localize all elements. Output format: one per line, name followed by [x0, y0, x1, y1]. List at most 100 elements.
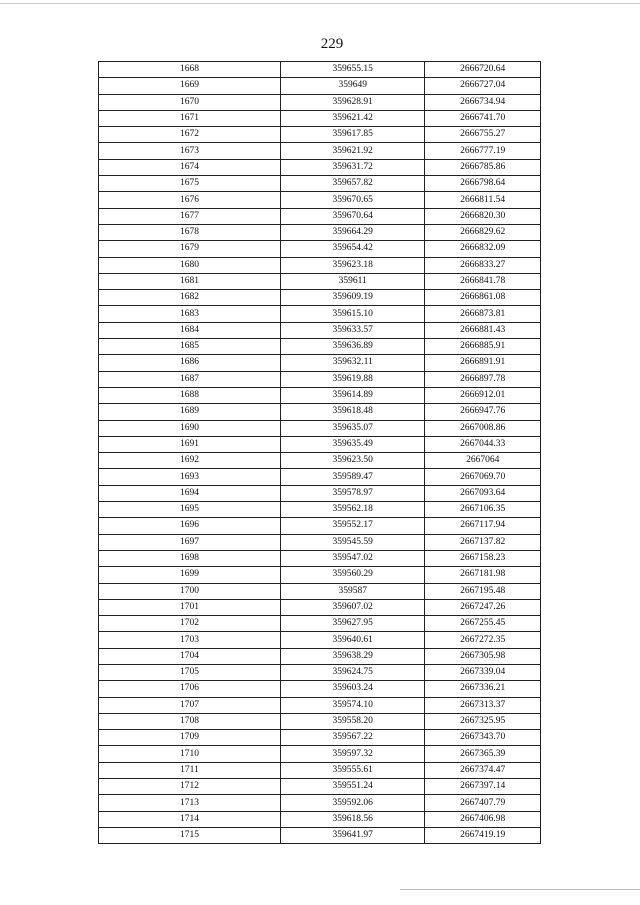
x-coordinate-cell: 359623.18: [280, 256, 426, 274]
y-coordinate-cell: 2666777.19: [424, 142, 541, 160]
point-number-cell: 1706: [97, 680, 282, 698]
y-coordinate-cell: 2666811.54: [424, 191, 541, 209]
point-number-cell: 1683: [97, 305, 282, 323]
x-coordinate-cell: 359603.24: [280, 680, 426, 698]
y-coordinate-cell: 2666873.81: [424, 305, 541, 323]
y-coordinate-cell: 2667137.82: [424, 533, 541, 551]
y-coordinate-cell: 2666885.91: [424, 338, 541, 356]
point-number-cell: 1704: [97, 647, 282, 665]
point-number-cell: 1699: [97, 566, 282, 584]
x-coordinate-cell: 359592.06: [280, 794, 426, 812]
point-number-cell: 1671: [97, 109, 282, 128]
page-number: 229: [320, 36, 344, 52]
y-coordinate-cell: 2667272.35: [424, 631, 541, 649]
point-number-cell: 1688: [97, 386, 282, 405]
x-coordinate-cell: 359618.48: [280, 403, 426, 421]
x-coordinate-cell: 359636.89: [280, 338, 426, 356]
y-coordinate-cell: 2667195.48: [424, 582, 541, 600]
point-number-cell: 1695: [97, 501, 282, 519]
point-number-cell: 1685: [97, 338, 282, 356]
table-row: 1712 359551.24 2667397.14: [97, 778, 541, 796]
y-coordinate-cell: 2667339.04: [424, 663, 541, 682]
y-coordinate-cell: 2666861.08: [424, 289, 541, 307]
point-number-cell: 1682: [97, 289, 282, 307]
y-coordinate-cell: 2666755.27: [424, 126, 541, 144]
y-coordinate-cell: 2667313.37: [424, 696, 541, 714]
y-coordinate-cell: 2666891.91: [424, 354, 541, 372]
y-coordinate-cell: 2667117.94: [424, 517, 541, 535]
point-number-cell: 1713: [97, 794, 282, 812]
x-coordinate-cell: 359555.61: [280, 761, 426, 780]
point-number-cell: 1686: [97, 354, 282, 372]
point-number-cell: 1676: [97, 191, 282, 209]
table-row: 1694 359578.97 2667093.64: [97, 484, 541, 503]
table-row: 1697 359545.59 2667137.82: [97, 533, 541, 551]
point-number-cell: 1693: [97, 468, 282, 486]
table-row: 1706 359603.24 2667336.21: [97, 680, 541, 698]
point-number-cell: 1708: [97, 712, 282, 731]
y-coordinate-cell: 2666833.27: [424, 256, 541, 274]
point-number-cell: 1705: [97, 663, 282, 682]
x-coordinate-cell: 359627.95: [280, 615, 426, 633]
table-row: 1698 359547.02 2667158.23: [97, 549, 541, 568]
point-number-cell: 1678: [97, 223, 282, 242]
y-coordinate-cell: 2667407.79: [424, 794, 541, 812]
x-coordinate-cell: 359664.29: [280, 223, 426, 242]
x-coordinate-cell: 359635.49: [280, 435, 426, 454]
x-coordinate-cell: 359617.85: [280, 126, 426, 144]
y-coordinate-cell: 2667064: [424, 452, 541, 470]
table-row: 1672 359617.85 2666755.27: [97, 126, 541, 144]
point-number-cell: 1689: [97, 403, 282, 421]
x-coordinate-cell: 359621.42: [280, 109, 426, 128]
point-number-cell: 1714: [97, 810, 282, 828]
x-coordinate-cell: 359631.72: [280, 158, 426, 177]
page-edge-bottom: [400, 889, 640, 890]
y-coordinate-cell: 2666829.62: [424, 223, 541, 242]
x-coordinate-cell: 359574.10: [280, 696, 426, 714]
table-row: 1713 359592.06 2667407.79: [97, 794, 541, 812]
y-coordinate-cell: 2666741.70: [424, 109, 541, 128]
table-row: 1705 359624.75 2667339.04: [97, 663, 541, 682]
point-number-cell: 1687: [97, 370, 282, 388]
x-coordinate-cell: 359638.29: [280, 647, 426, 665]
table-row: 1676 359670.65 2666811.54: [97, 191, 541, 209]
y-coordinate-cell: 2666897.78: [424, 370, 541, 388]
table-row: 1701 359607.02 2667247.26: [97, 598, 541, 617]
table-row: 1704 359638.29 2667305.98: [97, 647, 541, 665]
y-coordinate-cell: 2667158.23: [424, 549, 541, 568]
y-coordinate-cell: 2666881.43: [424, 321, 541, 340]
point-number-cell: 1673: [97, 142, 282, 160]
point-number-cell: 1684: [97, 321, 282, 340]
x-coordinate-cell: 359628.91: [280, 93, 426, 111]
y-coordinate-cell: 2666785.86: [424, 158, 541, 177]
x-coordinate-cell: 359567.22: [280, 729, 426, 747]
x-coordinate-cell: 359655.15: [280, 60, 426, 79]
y-coordinate-cell: 2666720.64: [424, 60, 541, 79]
point-number-cell: 1679: [97, 240, 282, 258]
x-coordinate-cell: 359547.02: [280, 549, 426, 568]
x-coordinate-cell: 359562.18: [280, 501, 426, 519]
x-coordinate-cell: 359619.88: [280, 370, 426, 388]
table-row: 1680 359623.18 2666833.27: [97, 256, 541, 274]
point-number-cell: 1707: [97, 696, 282, 714]
table-row: 1700 359587 2667195.48: [97, 582, 541, 600]
y-coordinate-cell: 2667406.98: [424, 810, 541, 828]
point-number-cell: 1668: [97, 60, 282, 79]
table-row: 1674 359631.72 2666785.86: [97, 158, 541, 177]
table-row: 1695 359562.18 2667106.35: [97, 501, 541, 519]
y-coordinate-cell: 2667255.45: [424, 615, 541, 633]
x-coordinate-cell: 359670.64: [280, 207, 426, 225]
x-coordinate-cell: 359635.07: [280, 419, 426, 437]
point-number-cell: 1680: [97, 256, 282, 274]
table-row: 1677 359670.64 2666820.30: [97, 207, 541, 225]
x-coordinate-cell: 359670.65: [280, 191, 426, 209]
x-coordinate-cell: 359587: [280, 582, 426, 600]
x-coordinate-cell: 359615.10: [280, 305, 426, 323]
point-number-cell: 1694: [97, 484, 282, 503]
y-coordinate-cell: 2667374.47: [424, 761, 541, 780]
page-edge-top: [0, 3, 640, 4]
table-row: 1688 359614.89 2666912.01: [97, 386, 541, 405]
x-coordinate-cell: 359597.32: [280, 745, 426, 763]
x-coordinate-cell: 359657.82: [280, 175, 426, 193]
x-coordinate-cell: 359560.29: [280, 566, 426, 584]
